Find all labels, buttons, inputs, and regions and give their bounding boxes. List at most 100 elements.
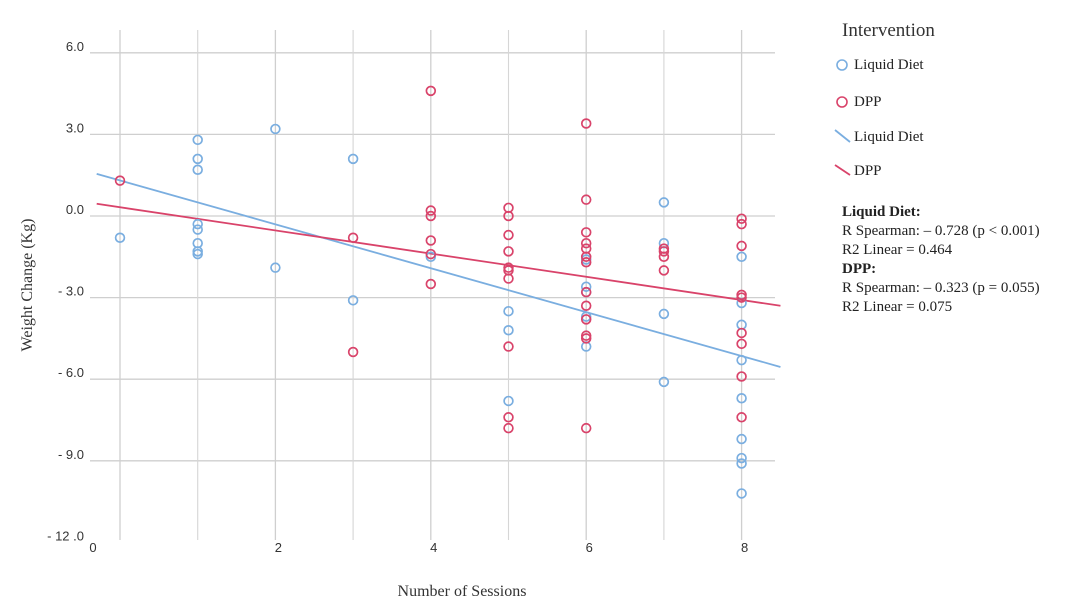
legend-liquid-point-label: Liquid Diet bbox=[854, 57, 924, 73]
y-tick-label: - 6.0 bbox=[58, 365, 84, 380]
point-liquid-diet bbox=[503, 324, 514, 336]
y-tick-label: 3.0 bbox=[66, 120, 84, 135]
point-dpp bbox=[347, 346, 359, 358]
point-liquid-diet bbox=[736, 251, 747, 263]
point-liquid-diet bbox=[192, 248, 203, 260]
point-liquid-diet bbox=[347, 153, 359, 165]
point-liquid-diet bbox=[736, 392, 747, 404]
point-dpp bbox=[736, 213, 747, 224]
legend: Intervention Liquid Diet DPP Liquid Diet… bbox=[834, 20, 935, 179]
point-dpp bbox=[580, 256, 592, 268]
statistics-annotation: Liquid Diet: R Spearman: – 0.728 (p < 0.… bbox=[842, 203, 1040, 317]
x-tick-label: 2 bbox=[275, 540, 282, 555]
point-dpp bbox=[736, 240, 747, 252]
point-dpp bbox=[503, 246, 514, 257]
point-dpp bbox=[736, 327, 747, 339]
y-tick-label: - 9.0 bbox=[58, 447, 84, 462]
point-dpp bbox=[503, 229, 514, 241]
point-liquid-diet bbox=[192, 164, 203, 176]
point-dpp bbox=[425, 235, 437, 246]
point-dpp bbox=[580, 227, 592, 238]
point-liquid-diet bbox=[580, 281, 592, 292]
point-liquid-diet bbox=[192, 218, 203, 230]
dpp-r2: R2 Linear = 0.075 bbox=[842, 299, 953, 315]
point-dpp bbox=[658, 246, 670, 257]
x-axis-title: Number of Sessions bbox=[398, 583, 527, 600]
x-axis-ticks: 0 2 4 6 8 bbox=[89, 540, 748, 555]
point-dpp bbox=[503, 422, 514, 434]
liquid-stats-header: Liquid Diet: bbox=[842, 204, 921, 220]
legend-liquid-line-label: Liquid Diet bbox=[854, 129, 924, 145]
liquid-r2: R2 Linear = 0.464 bbox=[842, 242, 953, 258]
point-liquid-diet bbox=[658, 376, 670, 388]
point-dpp bbox=[580, 422, 592, 434]
y-tick-label: 0.0 bbox=[66, 202, 84, 217]
data-points bbox=[114, 85, 747, 499]
legend-liquid-line-marker bbox=[834, 129, 851, 143]
point-dpp bbox=[658, 265, 670, 276]
point-dpp bbox=[736, 292, 747, 303]
point-liquid-diet bbox=[658, 308, 670, 320]
point-dpp bbox=[503, 210, 514, 222]
dpp-spearman: R Spearman: – 0.323 (p = 0.055) bbox=[842, 280, 1040, 296]
x-tick-label: 4 bbox=[430, 540, 437, 555]
point-liquid-diet bbox=[503, 395, 514, 407]
point-dpp bbox=[503, 341, 514, 352]
point-dpp bbox=[580, 251, 592, 263]
point-liquid-diet bbox=[270, 123, 281, 135]
x-tick-label: 8 bbox=[741, 540, 748, 555]
point-dpp bbox=[736, 338, 747, 350]
point-liquid-diet bbox=[192, 224, 203, 235]
point-liquid-diet bbox=[503, 305, 514, 317]
point-dpp bbox=[580, 194, 592, 205]
point-liquid-diet bbox=[192, 153, 203, 165]
point-liquid-diet bbox=[192, 134, 203, 146]
x-tick-label: 6 bbox=[586, 540, 593, 555]
point-dpp bbox=[347, 232, 359, 244]
point-dpp bbox=[503, 273, 514, 284]
point-dpp bbox=[425, 248, 437, 260]
point-dpp bbox=[425, 278, 437, 290]
legend-title: Intervention bbox=[842, 20, 935, 41]
y-axis-title: Weight Change (Kg) bbox=[19, 219, 36, 352]
point-dpp bbox=[580, 333, 592, 344]
point-dpp bbox=[425, 205, 437, 216]
point-liquid-diet bbox=[736, 488, 747, 499]
y-tick-label: 6.0 bbox=[66, 39, 84, 54]
fit-line-dpp bbox=[96, 202, 781, 307]
point-liquid-diet bbox=[347, 295, 359, 306]
y-tick-label: - 3.0 bbox=[58, 284, 84, 299]
grid-lines bbox=[90, 30, 775, 540]
fit-lines bbox=[96, 172, 781, 368]
point-dpp bbox=[580, 118, 592, 129]
point-dpp bbox=[580, 286, 592, 298]
point-liquid-diet bbox=[658, 197, 670, 208]
y-tick-label: - 12 .0 bbox=[47, 528, 84, 543]
point-dpp bbox=[425, 85, 437, 97]
point-dpp bbox=[580, 300, 592, 312]
liquid-spearman: R Spearman: – 0.728 (p < 0.001) bbox=[842, 223, 1040, 239]
dpp-stats-header: DPP: bbox=[842, 261, 877, 277]
point-liquid-diet bbox=[736, 458, 747, 469]
point-dpp bbox=[736, 218, 747, 230]
point-liquid-diet bbox=[736, 433, 747, 445]
legend-dpp-line-label: DPP bbox=[854, 163, 882, 179]
point-dpp bbox=[580, 237, 592, 249]
legend-dpp-line-marker bbox=[834, 164, 851, 176]
point-liquid-diet bbox=[270, 262, 281, 273]
y-axis-ticks: 6.0 3.0 0.0 - 3.0 - 6.0 - 9.0 - 12 .0 bbox=[47, 39, 84, 544]
legend-dpp-point-label: DPP bbox=[854, 94, 882, 110]
fit-line-liquid-diet bbox=[96, 172, 781, 368]
point-dpp bbox=[114, 175, 126, 186]
legend-dpp-point-marker bbox=[836, 96, 848, 108]
legend-liquid-point-marker bbox=[836, 59, 848, 71]
point-liquid-diet bbox=[736, 452, 747, 464]
point-dpp bbox=[736, 412, 747, 423]
point-liquid-diet bbox=[736, 354, 747, 366]
point-liquid-diet bbox=[114, 232, 126, 244]
point-dpp bbox=[658, 251, 670, 263]
x-tick-label: 0 bbox=[89, 540, 96, 555]
point-dpp bbox=[580, 314, 592, 325]
point-dpp bbox=[736, 371, 747, 382]
